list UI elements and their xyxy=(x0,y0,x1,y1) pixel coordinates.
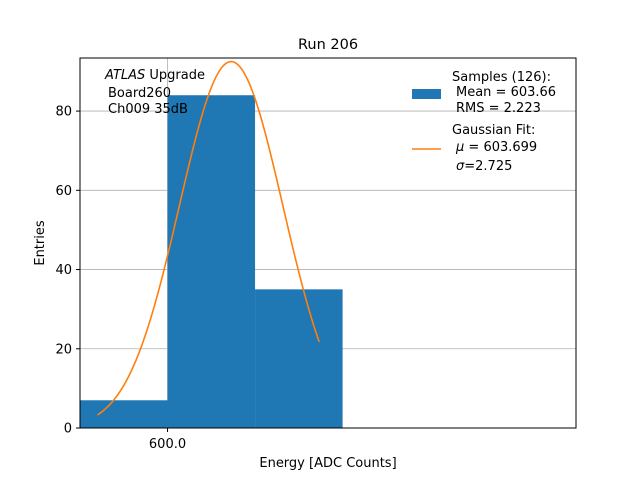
legend-mu-symbol: μ xyxy=(455,140,464,155)
histogram-bar-3 xyxy=(255,289,343,428)
legend: Samples (126): Mean = 603.66 RMS = 2.223… xyxy=(412,70,556,174)
chart-title: Run 206 xyxy=(298,37,358,53)
annotation-upgrade: Upgrade xyxy=(145,68,205,83)
legend-samples-mean: Mean = 603.66 xyxy=(456,85,556,100)
legend-fit-sigma: σ=2.725 xyxy=(456,159,512,174)
annotation-atlas: ATLAS xyxy=(104,68,145,83)
y-axis-label: Entries xyxy=(33,220,48,266)
legend-samples-title: Samples (126): xyxy=(452,70,551,85)
legend-samples-rms: RMS = 2.223 xyxy=(456,101,541,116)
bars-layer xyxy=(80,95,343,429)
grid-layer xyxy=(80,58,576,428)
ticks-layer: 0 20 40 60 80 600.0 xyxy=(55,105,186,452)
histogram-bar-1 xyxy=(80,400,168,428)
legend-samples-patch xyxy=(412,89,441,99)
legend-mu-value: = 603.699 xyxy=(464,140,537,155)
legend-sigma-value: =2.725 xyxy=(464,159,512,174)
y-tick-label: 60 xyxy=(55,184,72,199)
plot-frame xyxy=(79,57,577,429)
legend-sigma-symbol: σ xyxy=(456,159,465,174)
y-tick-label: 20 xyxy=(55,342,72,357)
annotation-board: Board260 xyxy=(108,86,171,101)
atlas-annotation: ATLAS Upgrade Board260 Ch009 35dB xyxy=(104,68,205,117)
x-tick-label: 600.0 xyxy=(149,437,186,452)
legend-fit-mu: μ = 603.699 xyxy=(455,140,537,155)
x-axis-label: Energy [ADC Counts] xyxy=(259,456,396,471)
y-tick-label: 40 xyxy=(55,263,72,278)
annotation-channel: Ch009 35dB xyxy=(108,102,188,117)
gaussian-fit-curve xyxy=(97,60,321,416)
y-tick-label: 80 xyxy=(55,105,72,120)
y-tick-label: 0 xyxy=(64,422,72,437)
annotation-line-1: ATLAS Upgrade xyxy=(104,68,205,83)
histogram-bar-2 xyxy=(167,95,256,429)
legend-fit-title: Gaussian Fit: xyxy=(452,123,535,138)
